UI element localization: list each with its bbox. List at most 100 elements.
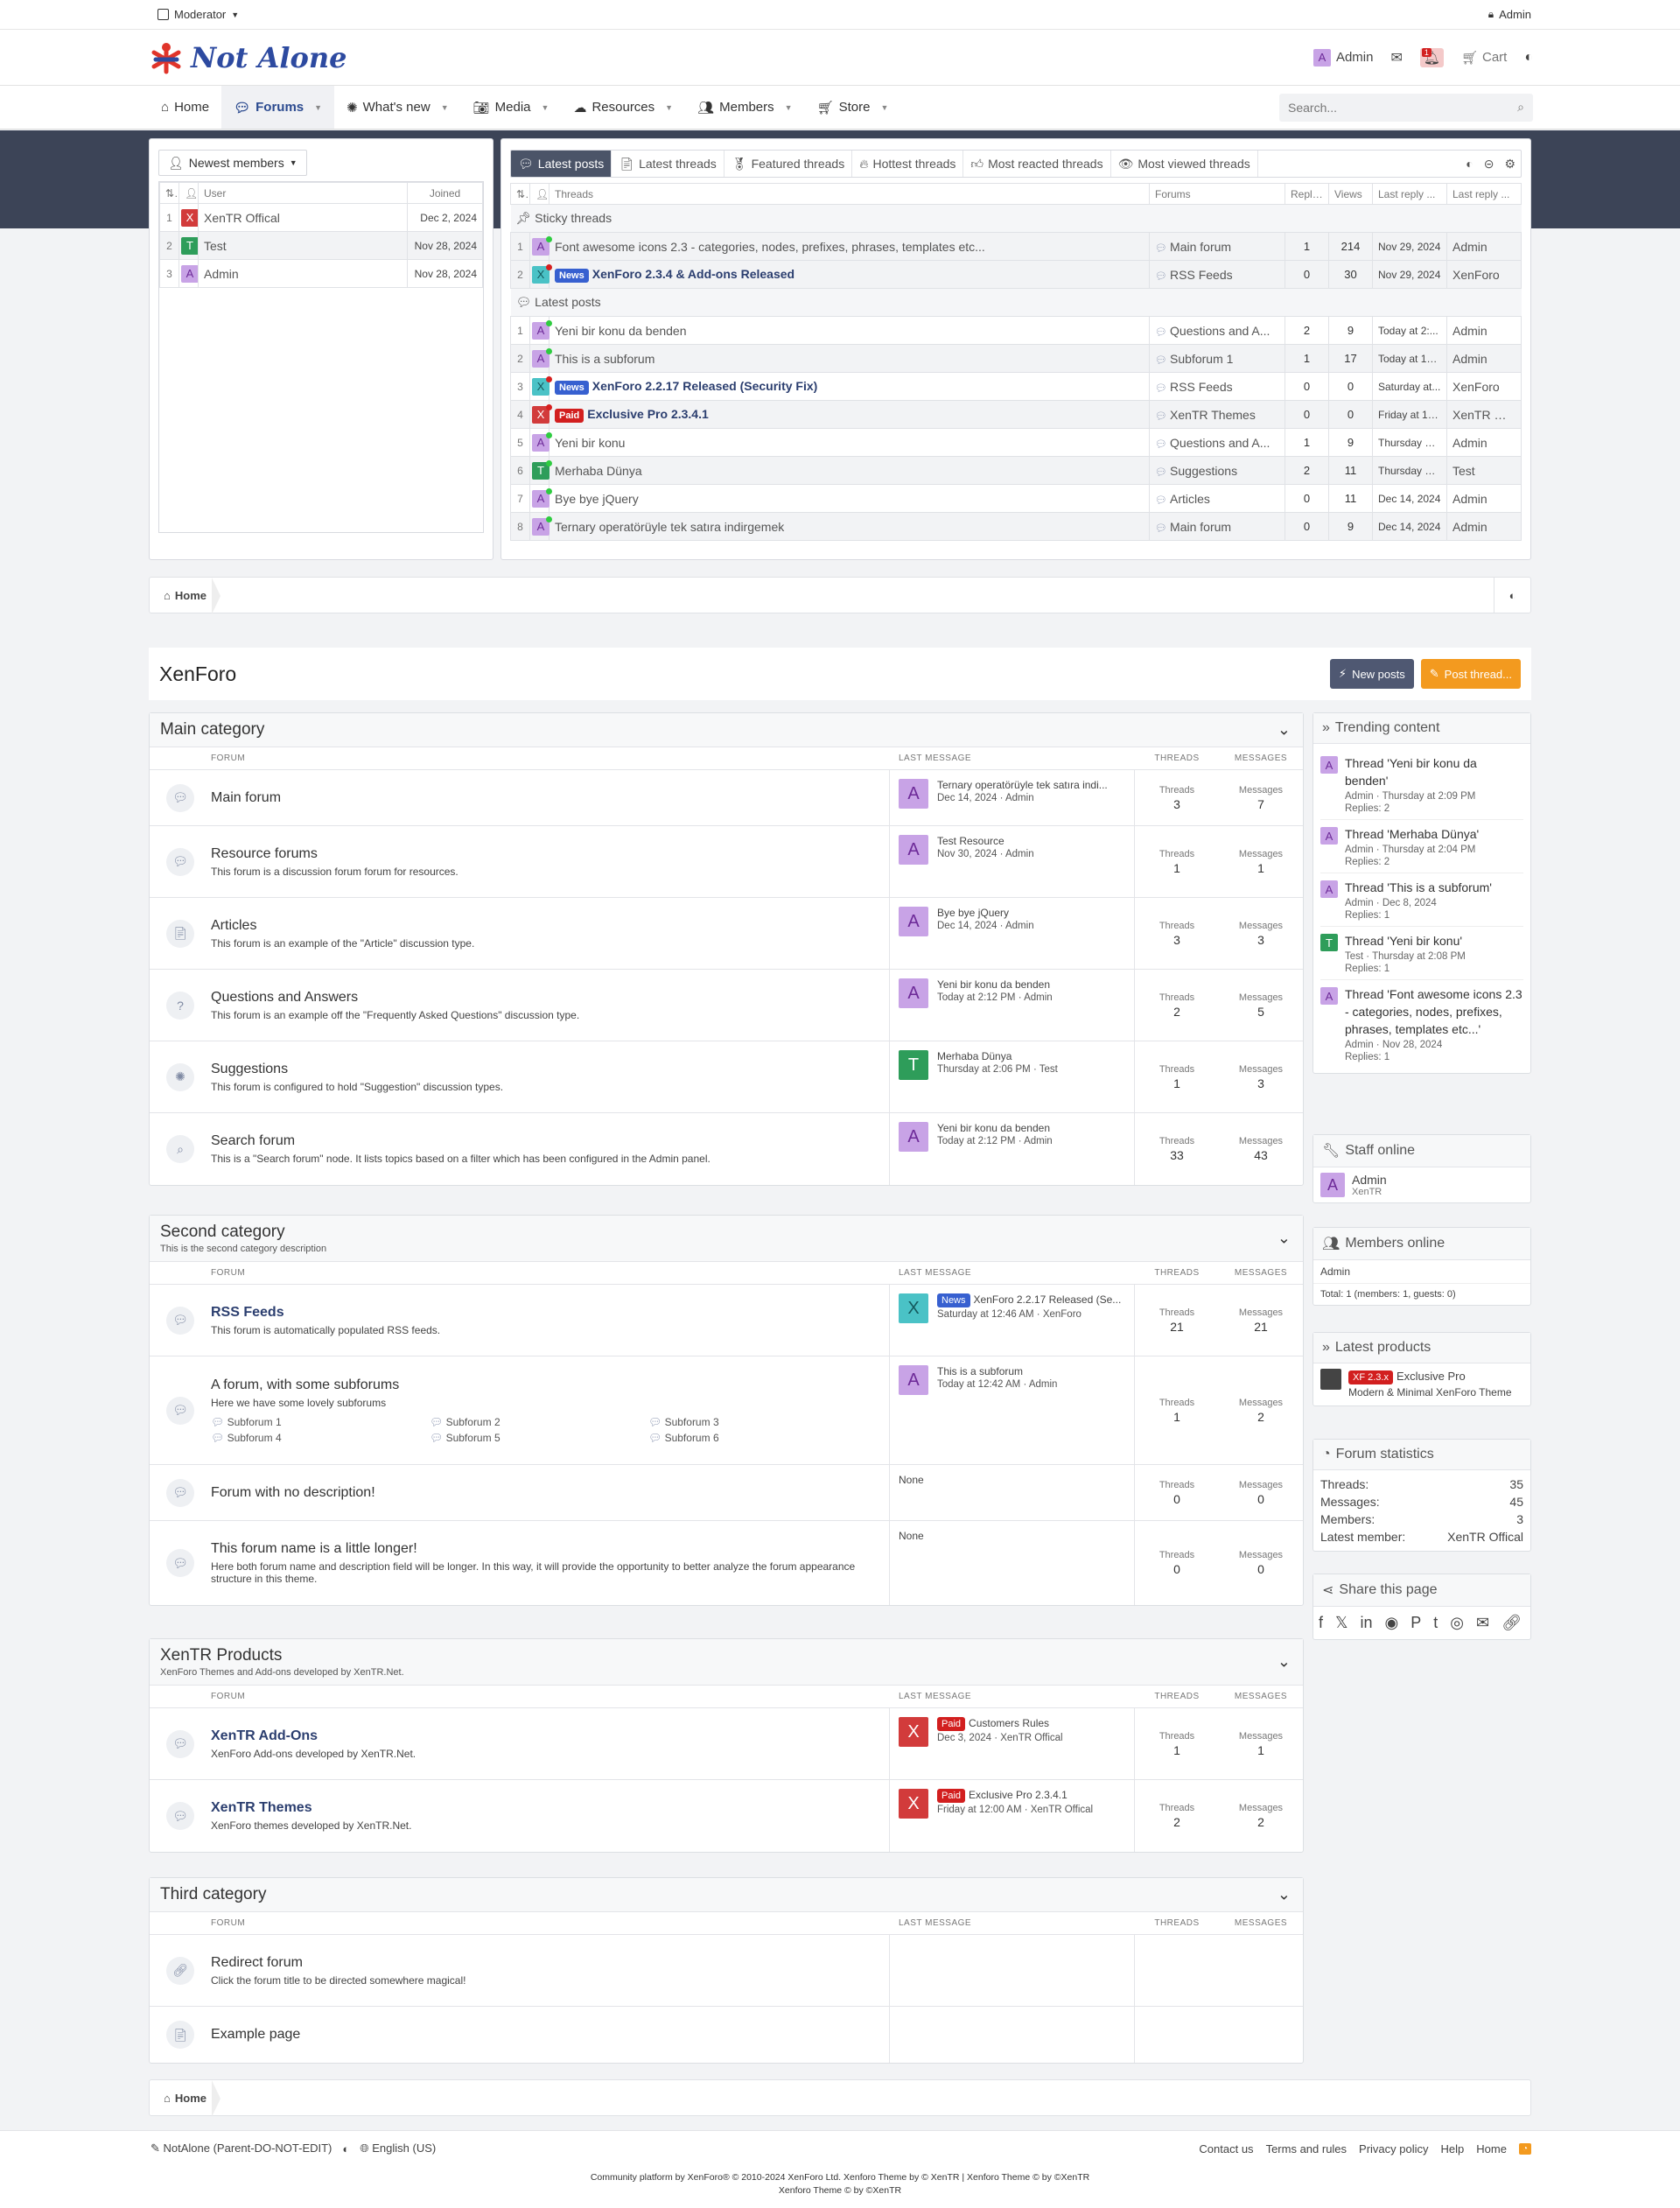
- forum-title[interactable]: Example page: [211, 2027, 301, 2042]
- admin-link[interactable]: 🔒︎ Admin: [1488, 8, 1531, 21]
- moderator-menu[interactable]: Moderator ▼: [158, 8, 239, 21]
- rss-icon[interactable]: ◔: [1518, 2142, 1531, 2155]
- category-header[interactable]: Main category ⌄: [150, 713, 1303, 747]
- last-thread-link[interactable]: Yeni bir konu da benden: [937, 1122, 1050, 1134]
- toggle-switch-icon[interactable]: ◐: [1494, 578, 1530, 613]
- nav-whats-new[interactable]: ✺ What's new ▼: [334, 86, 461, 129]
- tab-hottest-threads[interactable]: 🔥︎ Hottest threads: [852, 151, 964, 177]
- category-title[interactable]: Second category: [160, 1223, 285, 1241]
- forum-title[interactable]: XenTR Themes: [211, 1800, 312, 1815]
- avatar[interactable]: X: [899, 1789, 928, 1819]
- forum-name[interactable]: Questions and A...: [1170, 435, 1270, 450]
- forum-title[interactable]: RSS Feeds: [211, 1304, 284, 1320]
- tab-most-viewed[interactable]: 👁︎ Most viewed threads: [1111, 151, 1258, 177]
- avatar[interactable]: A: [1320, 827, 1338, 845]
- table-row[interactable]: 2 T Test Nov 28, 2024: [159, 231, 483, 260]
- last-thread-link[interactable]: Exclusive Pro 2.3.4.1: [969, 1789, 1068, 1801]
- table-row[interactable]: 1 A Yeni bir konu da benden 💬︎ Questions…: [510, 316, 1522, 345]
- trending-title[interactable]: Thread 'Yeni bir konu': [1345, 934, 1463, 948]
- avatar[interactable]: A: [899, 1365, 928, 1395]
- category-header[interactable]: XenTR Products XenForo Themes and Add-ons…: [150, 1639, 1303, 1686]
- forum-row[interactable]: 💬︎ A forum, with some subforums Here we h…: [150, 1356, 1303, 1465]
- forum-row[interactable]: ✺ Suggestions This forum is configured to…: [150, 1041, 1303, 1113]
- avatar[interactable]: A: [532, 347, 552, 368]
- trending-title[interactable]: Thread 'This is a subforum': [1345, 880, 1492, 894]
- trending-item[interactable]: T Thread 'Yeni bir konu' Test · Thursday a…: [1320, 927, 1523, 980]
- avatar[interactable]: A: [181, 264, 198, 283]
- forum-title[interactable]: Redirect forum: [211, 1954, 303, 1970]
- chevron-down-icon[interactable]: ▼: [784, 102, 793, 112]
- category-header[interactable]: Third category ⌄: [150, 1878, 1303, 1912]
- last-reply-user[interactable]: XenTR Off...: [1446, 400, 1522, 429]
- last-reply-user[interactable]: Admin: [1446, 512, 1522, 541]
- avatar[interactable]: X: [532, 403, 552, 424]
- whatsapp-icon[interactable]: ◎: [1450, 1614, 1465, 1631]
- forum-name[interactable]: RSS Feeds: [1170, 267, 1233, 282]
- tumblr-icon[interactable]: t: [1433, 1614, 1438, 1631]
- table-row[interactable]: 6 T Merhaba Dünya 💬︎ Suggestions 2 11 Th…: [510, 456, 1522, 485]
- forum-row[interactable]: 💬︎ XenTR Themes XenForo themes developed …: [150, 1780, 1303, 1852]
- avatar[interactable]: T: [1320, 934, 1338, 951]
- footer-link[interactable]: Privacy policy: [1359, 2141, 1429, 2155]
- account-menu[interactable]: A Admin: [1312, 48, 1373, 67]
- table-row[interactable]: 8 A Ternary operatörüyle tek satıra indi…: [510, 512, 1522, 541]
- table-row[interactable]: 1 X XenTR Offical Dec 2, 2024: [159, 203, 483, 232]
- last-thread-link[interactable]: Customers Rules: [969, 1717, 1050, 1729]
- footer-link[interactable]: Terms and rules: [1265, 2141, 1348, 2155]
- table-row[interactable]: 2 A This is a subforum 💬︎ Subforum 1 1 1…: [510, 344, 1522, 373]
- thread-title[interactable]: Yeni bir konu da benden: [555, 323, 687, 338]
- last-thread-link[interactable]: Test Resource: [937, 835, 1004, 847]
- last-thread-link[interactable]: Merhaba Dünya: [937, 1050, 1012, 1062]
- avatar[interactable]: T: [181, 236, 198, 255]
- breadcrumb-home[interactable]: ⌂ Home: [164, 578, 220, 614]
- site-logo[interactable]: Not Alone: [149, 40, 346, 75]
- chevron-down-icon[interactable]: ⌄: [1277, 1652, 1291, 1671]
- reddit-icon[interactable]: ◉: [1384, 1614, 1399, 1631]
- sort-icon[interactable]: ⇅: [159, 182, 179, 204]
- forum-row[interactable]: 💬︎ XenTR Add-Ons XenForo Add-ons develope…: [150, 1708, 1303, 1780]
- x-icon[interactable]: 𝕏: [1335, 1614, 1348, 1631]
- avatar[interactable]: A: [899, 1122, 928, 1152]
- tab-most-reacted[interactable]: 👍︎ Most reacted threads: [963, 151, 1111, 177]
- pinterest-icon[interactable]: P: [1410, 1614, 1422, 1631]
- language-chooser[interactable]: 🌐︎ English (US): [360, 2141, 437, 2155]
- thread-title[interactable]: Font awesome icons 2.3 - categories, nod…: [555, 239, 985, 254]
- subforum-link[interactable]: 💬︎ Subforum 3: [648, 1416, 867, 1428]
- forum-row[interactable]: 💬︎ This forum name is a little longer! He…: [150, 1521, 1303, 1605]
- last-reply-user[interactable]: Admin: [1446, 428, 1522, 457]
- post-thread-button[interactable]: ✎ Post thread...: [1420, 659, 1521, 689]
- forum-row[interactable]: ? Questions and Answers This forum is an …: [150, 970, 1303, 1041]
- thread-title[interactable]: Exclusive Pro 2.3.4.1: [587, 406, 709, 421]
- toggle-icon[interactable]: ◐: [1466, 157, 1474, 171]
- trending-title[interactable]: Thread 'Yeni bir konu da benden': [1345, 756, 1477, 788]
- table-row[interactable]: 7 A Bye bye jQuery 💬︎ Articles 0 11 Dec …: [510, 484, 1522, 513]
- product-name[interactable]: Exclusive Pro: [1396, 1370, 1466, 1383]
- chevron-down-icon[interactable]: ▼: [665, 102, 674, 112]
- avatar[interactable]: A: [1320, 756, 1338, 774]
- trending-item[interactable]: A Thread 'Merhaba Dünya' Admin · Thursday …: [1320, 820, 1523, 873]
- forum-row[interactable]: 📄︎ Example page: [150, 2007, 1303, 2063]
- table-row[interactable]: 1 A Font awesome icons 2.3 - categories,…: [510, 232, 1522, 261]
- trending-item[interactable]: A Thread 'Yeni bir konu da benden' Admin ·…: [1320, 749, 1523, 820]
- chevron-down-icon[interactable]: ▼: [440, 102, 449, 112]
- category-title[interactable]: Third category: [160, 1885, 267, 1903]
- forum-row[interactable]: 📄︎ Articles This forum is an example of t…: [150, 898, 1303, 970]
- footer-link[interactable]: Help: [1440, 2141, 1465, 2155]
- last-thread-link[interactable]: Bye bye jQuery: [937, 907, 1010, 919]
- linkedin-icon[interactable]: in: [1360, 1614, 1373, 1631]
- nav-media[interactable]: 📷︎ Media ▼: [461, 86, 562, 129]
- username[interactable]: Admin: [198, 259, 408, 288]
- subforum-link[interactable]: 💬︎ Subforum 2: [430, 1416, 648, 1428]
- thread-title[interactable]: This is a subforum: [555, 351, 655, 366]
- avatar[interactable]: A: [1320, 1173, 1345, 1197]
- product-thumbnail[interactable]: [1320, 1369, 1341, 1390]
- last-thread-link[interactable]: Yeni bir konu da benden: [937, 978, 1050, 991]
- last-thread-link[interactable]: XenForo 2.2.17 Released (Se...: [973, 1293, 1122, 1306]
- category-header[interactable]: Second category This is the second catego…: [150, 1216, 1303, 1262]
- breadcrumb-home[interactable]: ⌂ Home: [164, 2080, 220, 2117]
- email-icon[interactable]: ✉: [1476, 1614, 1490, 1631]
- avatar[interactable]: A: [899, 779, 928, 809]
- sort-icon[interactable]: ⇅: [510, 183, 530, 205]
- avatar[interactable]: X: [899, 1717, 928, 1747]
- chevron-down-icon[interactable]: ▼: [314, 102, 323, 112]
